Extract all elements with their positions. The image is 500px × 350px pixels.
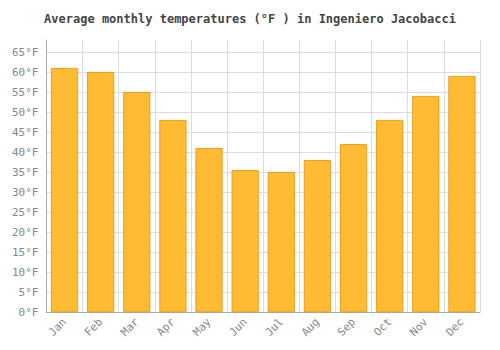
svg-text:0°F: 0°F bbox=[19, 306, 39, 319]
svg-text:Aug: Aug bbox=[299, 316, 322, 339]
svg-text:35°F: 35°F bbox=[12, 166, 39, 179]
svg-text:Sep: Sep bbox=[335, 316, 358, 339]
svg-text:30°F: 30°F bbox=[12, 186, 39, 199]
svg-text:Apr: Apr bbox=[154, 315, 177, 338]
svg-text:Jul: Jul bbox=[263, 316, 286, 339]
svg-text:Average monthly temperatures (: Average monthly temperatures (°F ) in In… bbox=[44, 12, 456, 26]
svg-text:25°F: 25°F bbox=[12, 206, 39, 219]
svg-text:Nov: Nov bbox=[407, 315, 430, 338]
svg-text:5°F: 5°F bbox=[19, 286, 39, 299]
svg-text:Jun: Jun bbox=[227, 316, 250, 339]
svg-text:10°F: 10°F bbox=[12, 266, 39, 279]
svg-text:Dec: Dec bbox=[443, 316, 466, 339]
svg-text:45°F: 45°F bbox=[12, 126, 39, 139]
svg-text:65°F: 65°F bbox=[12, 46, 39, 59]
svg-text:Jan: Jan bbox=[46, 316, 69, 339]
svg-text:40°F: 40°F bbox=[12, 146, 39, 159]
svg-text:20°F: 20°F bbox=[12, 226, 39, 239]
svg-text:15°F: 15°F bbox=[12, 246, 39, 259]
svg-text:May: May bbox=[190, 315, 213, 338]
svg-text:Oct: Oct bbox=[371, 316, 394, 339]
svg-text:Mar: Mar bbox=[118, 315, 141, 338]
svg-text:60°F: 60°F bbox=[12, 66, 39, 79]
svg-text:50°F: 50°F bbox=[12, 106, 39, 119]
svg-text:55°F: 55°F bbox=[12, 86, 39, 99]
svg-text:Feb: Feb bbox=[82, 316, 105, 339]
